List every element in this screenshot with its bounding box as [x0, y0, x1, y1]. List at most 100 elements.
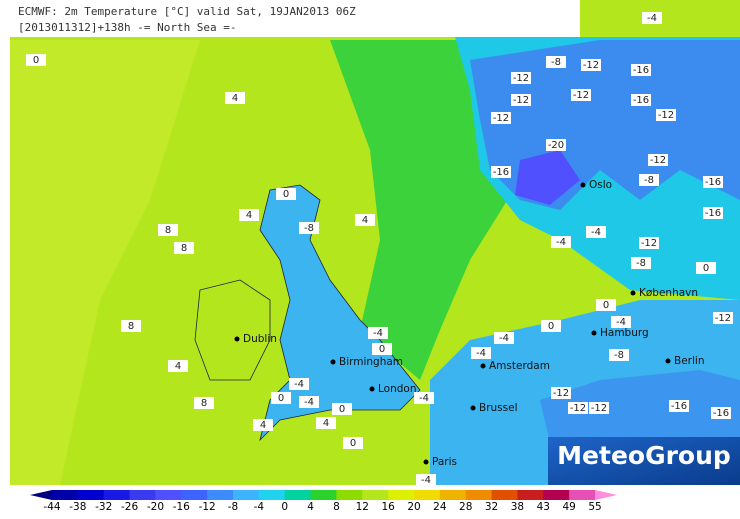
label-bg — [639, 174, 659, 186]
colorbar-tick: -26 — [121, 501, 138, 513]
logo: MeteoGroup — [557, 441, 731, 470]
colorbar-segment — [543, 490, 570, 500]
contour-value: 0 — [603, 300, 609, 311]
label-bg — [568, 402, 588, 414]
logo-box — [548, 437, 740, 485]
label-bg — [581, 59, 601, 71]
label-bg — [639, 237, 659, 249]
colorbar-tick: 28 — [459, 501, 472, 513]
colorbar-tick: -44 — [43, 501, 60, 513]
contour-label: -12 — [656, 109, 676, 121]
label-bg — [696, 262, 716, 274]
colorbar-segment — [52, 490, 79, 500]
contour-value: -12 — [658, 110, 674, 121]
label-bg — [225, 92, 245, 104]
contour-value: 8 — [165, 225, 171, 236]
city-label: Dublin — [243, 333, 277, 345]
city-label: Amsterdam — [489, 360, 550, 372]
colorbar-segment — [362, 490, 389, 500]
cold-core — [515, 150, 580, 205]
contour-value: -8 — [551, 57, 561, 68]
label-bg — [471, 347, 491, 359]
label-bg — [355, 214, 375, 226]
label-bg — [168, 360, 188, 372]
contour-label: -8 — [299, 222, 319, 234]
label-bg — [194, 397, 214, 409]
contour-value: -4 — [304, 397, 314, 408]
label-bg — [546, 56, 566, 68]
colorbar-segment — [103, 490, 131, 500]
colorbar-tick: 0 — [281, 501, 288, 513]
contour-value: 0 — [379, 344, 385, 355]
contour-value: -16 — [705, 177, 721, 188]
contour-label: -4 — [611, 316, 631, 328]
contour-value: 0 — [278, 393, 284, 404]
label-bg — [26, 54, 46, 66]
colorbar-tick: 24 — [433, 501, 447, 513]
contour-label: 4 — [168, 360, 188, 372]
header-box — [10, 0, 580, 37]
contour-value: 4 — [246, 210, 252, 221]
contour-label: -12 — [648, 154, 668, 166]
contour-label: -12 — [511, 72, 531, 84]
contour-label: -20 — [546, 139, 566, 151]
contour-label: 0 — [696, 262, 716, 274]
contour-value: 4 — [175, 361, 181, 372]
contour-label: 0 — [332, 403, 352, 415]
contour-label: -4 — [414, 392, 434, 404]
label-bg — [711, 407, 731, 419]
colorbar-tick: 20 — [407, 501, 420, 513]
contour-label: -12 — [571, 89, 591, 101]
colorbar: -44 -38 -32 -26 -20 -16 -12 -8 -4 0 4 8 12 16 20 24 28 32… — [30, 490, 617, 513]
label-bg — [609, 349, 629, 361]
contour-value: 0 — [548, 321, 554, 332]
contour-value: -4 — [647, 13, 657, 24]
colorbar-segment — [284, 490, 312, 500]
contour-label: -12 — [639, 237, 659, 249]
header-line: [2013011312]+138h -= North Sea =- — [18, 21, 237, 34]
contour-value: -12 — [591, 403, 607, 414]
contour-label: -4 — [368, 327, 388, 339]
contour-value: -8 — [636, 258, 646, 269]
contour-value: -16 — [671, 401, 687, 412]
colorbar-segment — [388, 490, 415, 500]
contour-label: -4 — [642, 12, 662, 24]
city-label: Paris — [432, 456, 457, 468]
colorbar-segment — [207, 490, 234, 500]
colorbar-segment — [414, 490, 441, 500]
colorbar-tick: -4 — [254, 501, 265, 513]
colorbar-tick: -16 — [173, 501, 190, 513]
contour-label: 0 — [596, 299, 616, 311]
colorbar-segment — [569, 490, 596, 500]
contour-label: -8 — [639, 174, 659, 186]
label-bg — [669, 400, 689, 412]
label-bg — [289, 378, 309, 390]
label-bg — [414, 392, 434, 404]
contour-value: -12 — [513, 73, 529, 84]
contour-label: -8 — [631, 257, 651, 269]
contour-value: 4 — [323, 418, 329, 429]
city-dot — [580, 182, 586, 188]
contour-value: -4 — [419, 393, 429, 404]
label-bg — [416, 474, 436, 486]
city-dot — [423, 459, 429, 465]
label-bg — [656, 109, 676, 121]
label-bg — [589, 402, 609, 414]
contour-label: 0 — [372, 343, 392, 355]
label-bg — [332, 403, 352, 415]
contour-value: -12 — [513, 95, 529, 106]
contour-value: -4 — [591, 227, 601, 238]
contour-label: 0 — [343, 437, 363, 449]
contour-value: -12 — [715, 313, 731, 324]
colorbar-segment — [77, 490, 105, 500]
city-label: Berlin — [674, 355, 704, 367]
contour-label: -4 — [586, 226, 606, 238]
contour-value: 8 — [201, 398, 207, 409]
label-bg — [276, 188, 296, 200]
label-bg — [596, 299, 616, 311]
contour-label: -12 — [568, 402, 588, 414]
contour-value: 4 — [260, 420, 266, 431]
label-bg — [713, 312, 733, 324]
header-line: ECMWF: 2m Temperature [°C] valid Sat, 19… — [18, 5, 356, 18]
